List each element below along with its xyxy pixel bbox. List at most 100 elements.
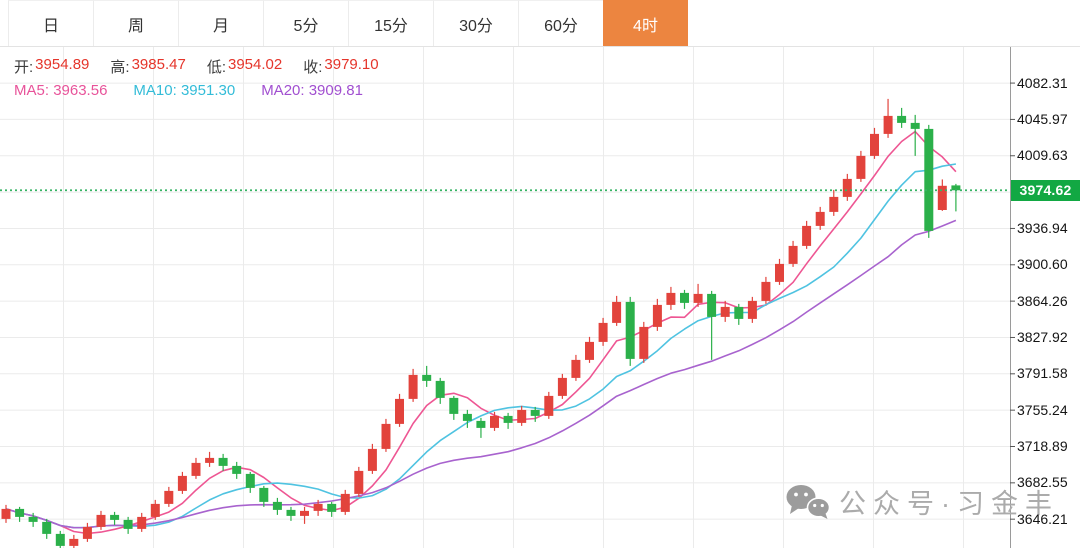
y-axis-label: 3755.24 xyxy=(1017,401,1068,418)
candle-body xyxy=(177,475,187,491)
y-axis-label: 3936.94 xyxy=(1017,219,1068,236)
candle-body xyxy=(55,533,65,546)
candle-body xyxy=(585,341,594,360)
candle-body xyxy=(340,493,350,512)
ma-line-ma10 xyxy=(5,163,957,529)
candle-body xyxy=(639,326,649,359)
tab-30分[interactable]: 30分 xyxy=(433,0,518,46)
candle-body xyxy=(598,322,608,342)
candle-body xyxy=(476,420,486,428)
candle-body xyxy=(327,503,337,512)
ma5-value: 3963.56 xyxy=(53,82,108,99)
candle-body xyxy=(205,457,215,463)
candle-body xyxy=(286,509,296,516)
candle-body xyxy=(218,457,228,466)
candle-body xyxy=(856,155,866,179)
candle-body xyxy=(910,122,920,129)
candle-body xyxy=(123,519,133,529)
readout-ma20: MA20: 3909.81 xyxy=(261,82,363,99)
candle-body xyxy=(707,293,717,317)
ma5-label: MA5: xyxy=(14,82,50,99)
candle-body xyxy=(544,395,554,416)
tab-4时[interactable]: 4时 xyxy=(603,0,688,46)
y-axis-label: 3646.21 xyxy=(1017,510,1068,527)
candle-body xyxy=(408,374,418,399)
ohlc-readout: 开: 3954.89 高: 3985.47 低: 3954.02 收: 3979… xyxy=(14,56,400,77)
ma-line-ma5 xyxy=(5,130,957,535)
watermark: 公众号·习金丰 xyxy=(786,482,1059,521)
y-axis-label: 4009.63 xyxy=(1017,147,1068,164)
tab-5分[interactable]: 5分 xyxy=(263,0,348,46)
candle-body xyxy=(449,397,459,414)
candle-body xyxy=(313,503,323,511)
candle-body xyxy=(883,115,893,134)
candle-body xyxy=(42,521,52,534)
y-axis-label: 3791.58 xyxy=(1017,365,1068,382)
candle-body xyxy=(761,281,771,301)
candle-body xyxy=(354,470,364,494)
candle-body xyxy=(28,516,38,522)
candle-body xyxy=(666,292,676,305)
candle-body xyxy=(951,185,961,191)
candle-body xyxy=(897,115,907,123)
high-label: 高: xyxy=(110,59,130,76)
candle-body xyxy=(693,293,703,303)
candle-body xyxy=(652,304,662,327)
candle-body xyxy=(96,514,106,527)
candle-body xyxy=(747,300,757,319)
tab-周[interactable]: 周 xyxy=(93,0,178,46)
readout-close: 收: 3979.10 xyxy=(303,56,378,77)
candle-body xyxy=(734,306,744,319)
open-label: 开: xyxy=(14,59,34,76)
tab-bar: 日周月 5分 15分 30分 60分 4时 xyxy=(0,0,1080,47)
y-axis-label: 4045.97 xyxy=(1017,110,1068,127)
tab-60分[interactable]: 60分 xyxy=(518,0,603,46)
candle-body xyxy=(720,306,730,317)
candle-body xyxy=(517,409,527,423)
wechat-icon xyxy=(786,484,830,519)
tab-15分[interactable]: 15分 xyxy=(348,0,433,46)
candle-body xyxy=(462,413,472,421)
ma-line-ma20 xyxy=(5,219,957,529)
readout-high: 高: 3985.47 xyxy=(110,56,185,77)
ma20-value: 3909.81 xyxy=(308,82,363,99)
candle-body xyxy=(395,398,404,424)
tab-月[interactable]: 月 xyxy=(178,0,263,46)
ma-readout: MA5: 3963.56 MA10: 3951.30 MA20: 3909.81 xyxy=(14,82,389,99)
y-axis-label: 3827.92 xyxy=(1017,328,1068,345)
candle-body xyxy=(259,487,269,502)
candle-body xyxy=(272,501,282,510)
readout-low: 低: 3954.02 xyxy=(207,56,282,77)
candle-body xyxy=(530,409,540,416)
candle-body xyxy=(381,423,391,449)
close-label: 收: xyxy=(303,59,323,76)
ma10-label: MA10: xyxy=(133,82,177,99)
candle-body xyxy=(571,359,581,378)
close-value: 3979.10 xyxy=(324,56,379,73)
candle-body xyxy=(422,374,432,381)
candle-body xyxy=(110,514,120,520)
candle-body xyxy=(367,448,377,471)
tab-日[interactable]: 日 xyxy=(8,0,93,46)
high-value: 3985.47 xyxy=(131,56,186,73)
candle-body xyxy=(15,508,25,517)
low-label: 低: xyxy=(206,59,226,76)
y-axis-label: 3718.89 xyxy=(1017,438,1068,454)
candle-body xyxy=(82,526,92,539)
ma20-label: MA20: xyxy=(261,82,305,99)
candle-body xyxy=(69,538,79,546)
candle-body xyxy=(435,380,445,398)
candle-body xyxy=(625,301,635,359)
readout-open: 开: 3954.89 xyxy=(14,56,89,77)
y-axis-label: 3682.55 xyxy=(1017,474,1068,491)
candle-body xyxy=(137,516,147,529)
ma10-value: 3951.30 xyxy=(180,82,236,99)
candle-body xyxy=(680,292,689,303)
candle-body xyxy=(815,211,825,226)
y-axis-label: 3864.26 xyxy=(1017,292,1068,309)
candle-body xyxy=(775,263,784,282)
candle-body xyxy=(164,490,174,504)
y-axis-label: 3900.60 xyxy=(1017,256,1068,273)
candle-body xyxy=(924,128,934,231)
